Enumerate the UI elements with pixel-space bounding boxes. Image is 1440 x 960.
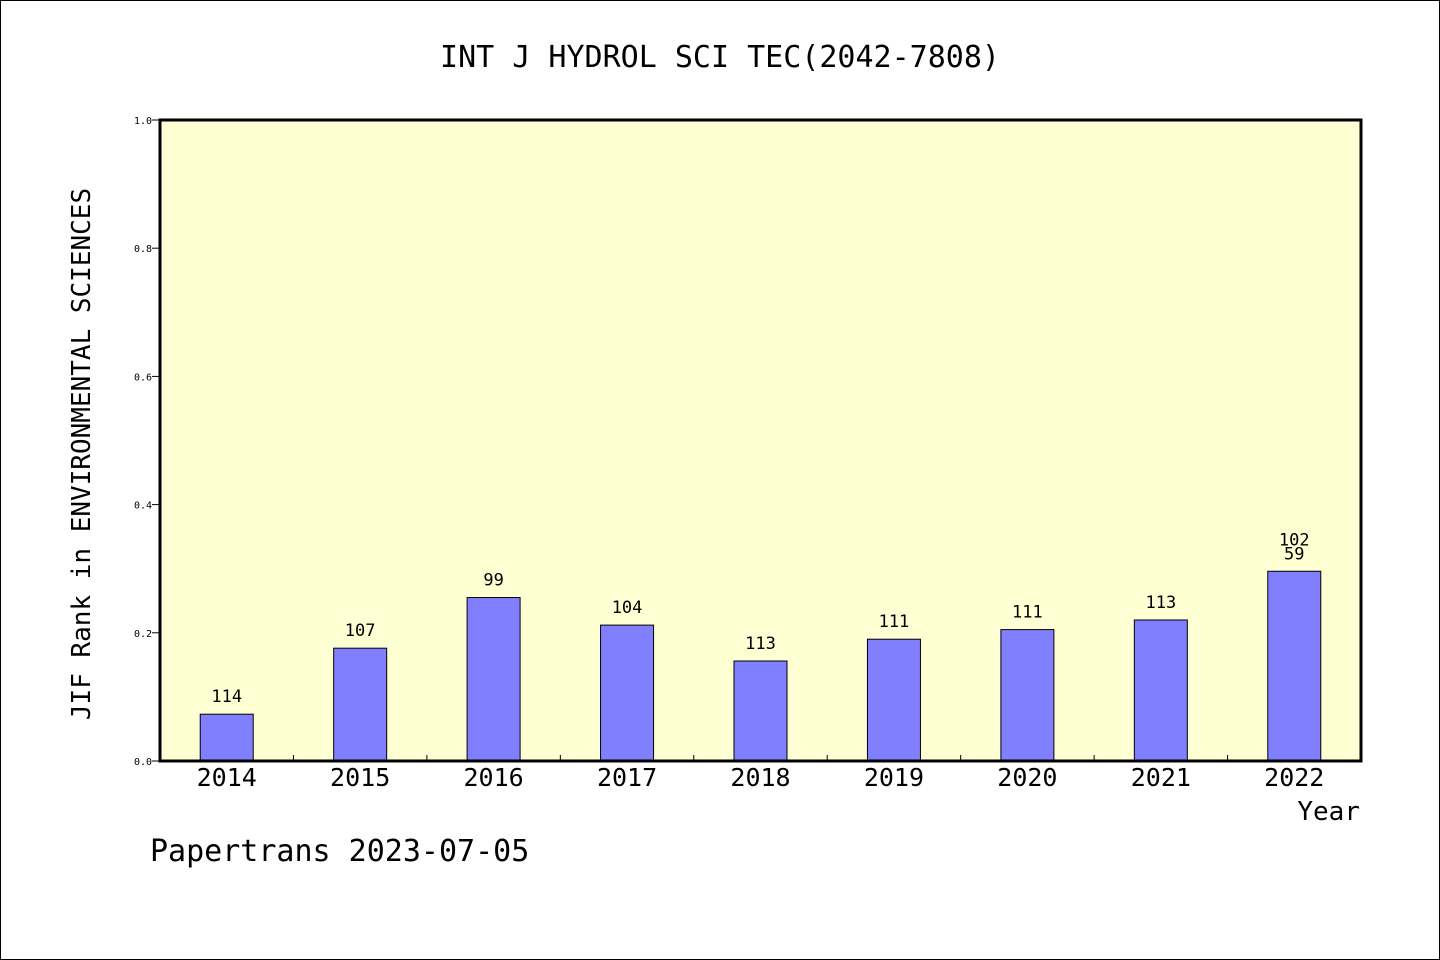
bar — [466, 597, 521, 762]
x-tick-label: 2021 — [1131, 763, 1191, 792]
footer-text: Papertrans 2023-07-05 — [150, 834, 530, 869]
x-tick-label: 2017 — [597, 763, 657, 792]
y-axis-title: JIF Rank in ENVIRONMENTAL SCIENCES — [67, 188, 97, 720]
bar-value-label: 111 — [879, 612, 910, 632]
x-tick-label: 2016 — [464, 763, 524, 792]
x-tick-label: 2018 — [730, 763, 790, 792]
y-tick-label: 0.8 — [134, 244, 152, 255]
bar-value-label: 114 — [211, 687, 242, 707]
bar-value-label: 113 — [745, 634, 776, 654]
bar-value-label: 111 — [1012, 603, 1043, 623]
bar-value-label: 99 — [483, 571, 503, 591]
x-axis-title: Year — [1297, 797, 1360, 827]
x-tick-label: 2020 — [997, 763, 1057, 792]
bars — [199, 570, 1322, 762]
bar — [600, 624, 655, 762]
x-tick-labels: 2014 2015 2016 2017 2018 2019 2020 2021 2022 — [197, 763, 1325, 792]
bar-value-label: 59 — [1284, 544, 1304, 564]
x-tick-label: 2015 — [330, 763, 390, 792]
bar — [733, 660, 788, 762]
bar — [199, 713, 254, 762]
bar-extra-label: 102 — [1279, 530, 1310, 550]
y-tick-label: 1.0 — [134, 116, 152, 127]
x-tick-label: 2019 — [864, 763, 924, 792]
y-axis-ticks: 0.0 0.2 0.4 0.6 0.8 1.0 — [134, 116, 160, 768]
bar-value-label: 113 — [1145, 593, 1176, 613]
bar-value-label: 104 — [612, 598, 643, 618]
bar — [1000, 629, 1055, 762]
y-tick-label: 0.0 — [134, 757, 152, 768]
bar — [1267, 570, 1322, 762]
y-tick-label: 0.4 — [134, 501, 152, 512]
bar — [866, 638, 921, 762]
y-tick-label: 0.6 — [134, 372, 152, 383]
bar — [333, 647, 388, 762]
x-tick-label: 2022 — [1264, 763, 1324, 792]
x-tick-label: 2014 — [197, 763, 257, 792]
y-tick-label: 0.2 — [134, 629, 152, 640]
chart-title: INT J HYDROL SCI TEC(2042-7808) — [440, 40, 1000, 75]
bar-value-label: 107 — [345, 621, 376, 641]
bar — [1133, 619, 1188, 762]
plot-border — [158, 118, 1363, 763]
